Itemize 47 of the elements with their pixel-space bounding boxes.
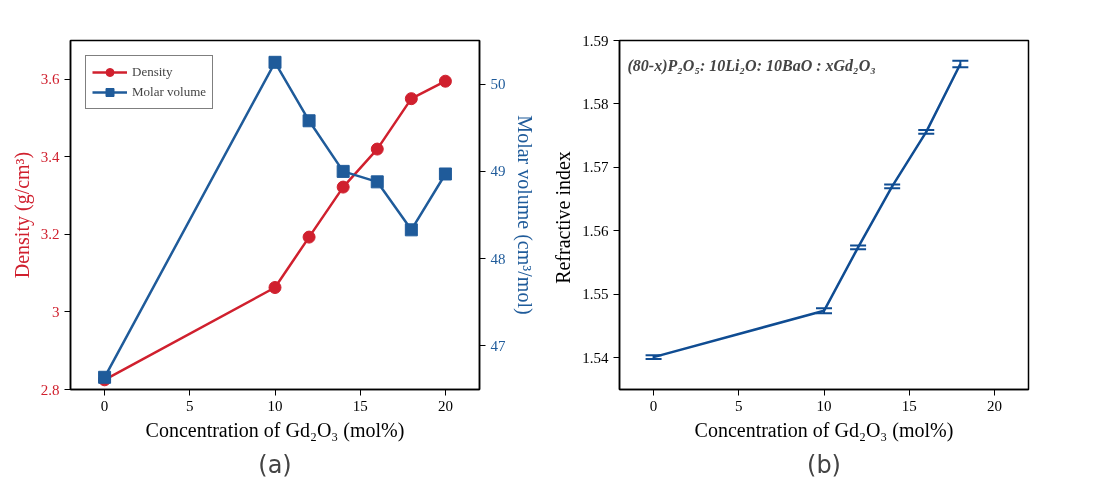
y-axis-title: Refractive index — [552, 151, 575, 284]
y-tick-label: 2.8 — [40, 381, 60, 398]
legend-label: Molar volume — [132, 84, 207, 100]
point — [336, 164, 350, 178]
x-tick-label: 10 — [816, 397, 832, 414]
point — [370, 175, 384, 189]
y2-tick-label: 48 — [490, 250, 506, 267]
y-tick-label: 3.6 — [40, 71, 60, 88]
point — [404, 92, 418, 106]
y-tick-label: 3.2 — [40, 226, 60, 243]
x-tick-label: 5 — [735, 397, 743, 414]
y-tick-label: 1.54 — [582, 349, 609, 366]
x-axis-title: Concentration of Gd₂O₃ (mol%) — [145, 418, 405, 442]
text: (b) — [807, 450, 841, 479]
point — [336, 180, 350, 194]
x-tick-label: 15 — [352, 397, 368, 414]
point — [302, 114, 316, 128]
y-tick-label: 1.58 — [582, 95, 609, 112]
point — [438, 74, 452, 88]
y2-tick-label: 49 — [490, 163, 506, 180]
x-tick-label: 20 — [986, 397, 1002, 414]
x-tick-label: 0 — [649, 397, 658, 414]
y-tick-label: 1.55 — [582, 286, 609, 303]
y-tick-label: 3.4 — [40, 148, 60, 165]
legend-label: Density — [132, 64, 173, 80]
x-tick-label: 5 — [186, 397, 194, 414]
point — [302, 230, 316, 244]
x-tick-label: 20 — [437, 397, 453, 414]
y-tick-label: 3 — [52, 303, 60, 320]
y2-tick-label: 50 — [490, 76, 506, 93]
x-axis-title: Concentration of Gd₂O₃ (mol%) — [694, 418, 954, 442]
y-tick-label: 1.56 — [582, 222, 609, 239]
y-axis-title: Density (g/cm³) — [10, 151, 34, 279]
point — [268, 55, 282, 69]
y2-axis-title: Molar volume (cm³/mol) — [512, 115, 536, 315]
y-tick-label: 1.57 — [582, 159, 609, 176]
point — [404, 223, 418, 237]
point — [370, 142, 384, 156]
x-tick-label: 15 — [901, 397, 917, 414]
text: (a) — [258, 450, 292, 479]
y2-tick-label: 47 — [490, 337, 506, 354]
x-tick-label: 0 — [100, 397, 109, 414]
y-tick-label: 1.59 — [582, 32, 609, 49]
x-tick-label: 10 — [267, 397, 283, 414]
point — [438, 167, 452, 181]
annotation: (80-x)P₂O₅: 10Li₂O: 10BaO : xGd₂O₃ — [627, 57, 876, 75]
point — [268, 281, 282, 294]
